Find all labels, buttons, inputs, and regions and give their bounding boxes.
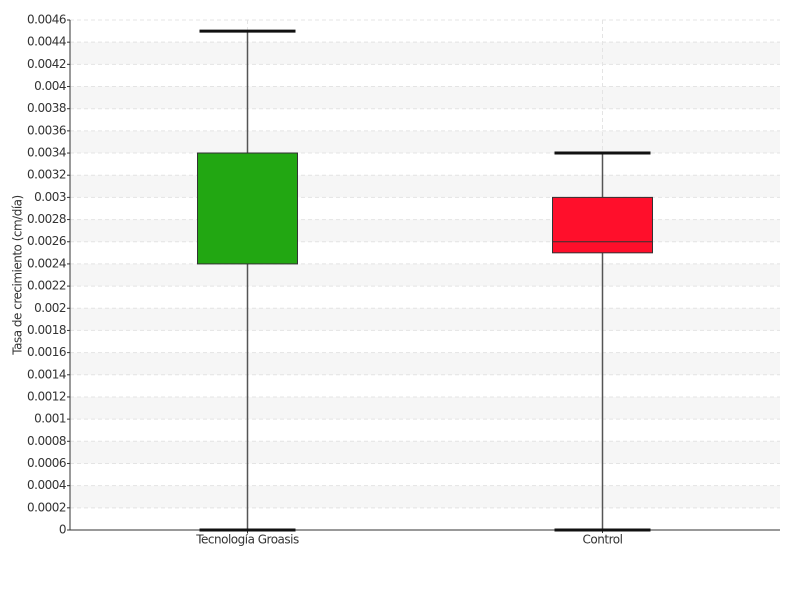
y-tick-label: 0.0042 (27, 57, 66, 71)
y-tick-label: 0.0014 (27, 367, 66, 381)
y-tick-label: 0.0022 (27, 279, 66, 293)
x-tick-label: Tecnología Groasis (195, 533, 299, 547)
grid-band (70, 263, 780, 287)
y-tick-label: 0.0044 (27, 35, 66, 49)
y-tick-label: 0.0012 (27, 389, 66, 403)
grid-band (70, 441, 780, 464)
grid-band (70, 42, 780, 65)
box (552, 196, 653, 254)
grid-band (70, 130, 780, 154)
y-tick-label: 0.0028 (27, 212, 66, 226)
y-tick-label: 0.0038 (27, 101, 66, 115)
grid-band (70, 86, 780, 109)
y-tick-label: 0.0004 (27, 478, 66, 492)
grid-band (70, 219, 780, 242)
y-tick-label: 0 (59, 523, 66, 537)
y-tick-label: 0.001 (34, 412, 66, 426)
y-tick-label: 0.0018 (27, 323, 66, 337)
grid-band (70, 352, 780, 375)
y-tick-label: 0.0002 (27, 500, 66, 514)
y-tick-label: 0.002 (34, 301, 66, 315)
y-tick-label: 0.003 (34, 190, 66, 204)
y-tick-label: 0.0046 (27, 13, 66, 27)
y-tick-label: 0.0026 (27, 234, 66, 248)
y-tick-label: 0.0024 (27, 256, 66, 270)
grid-band (70, 485, 780, 508)
y-tick-label: 0.0008 (27, 434, 66, 448)
y-tick-label: 0.0006 (27, 456, 66, 470)
box (197, 152, 298, 265)
grid-band (70, 175, 780, 198)
grid-band (70, 396, 780, 420)
y-tick-label: 0.0016 (27, 345, 66, 359)
grid-band (70, 308, 780, 331)
x-tick-label: Control (583, 533, 623, 547)
y-tick-label: 0.0034 (27, 146, 66, 160)
y-tick-label: 0.0036 (27, 123, 66, 137)
y-tick-label: 0.0032 (27, 168, 66, 182)
y-tick-label: 0.004 (34, 79, 66, 93)
y-axis-label: Tasa de crecimiento (cm/día) (11, 195, 25, 355)
